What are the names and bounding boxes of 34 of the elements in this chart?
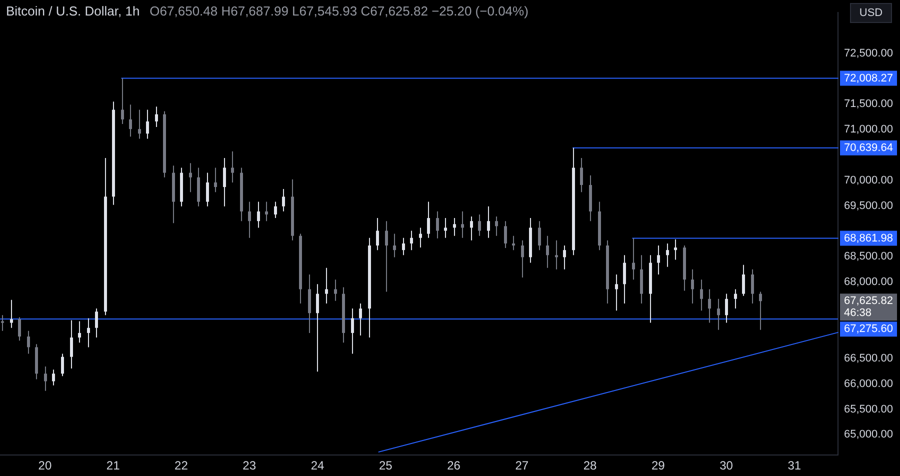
data-label: 68,861.98 (844, 232, 893, 244)
chart-title: Bitcoin / U.S. Dollar, 1h (6, 4, 140, 19)
y-tick-label: 72,500.00 (844, 47, 893, 60)
y-tick-label: 65,000.00 (844, 428, 893, 441)
y-tick-label: 69,500.00 (844, 200, 893, 212)
x-tick-label: 30 (720, 458, 734, 473)
y-tick-label: 71,000.00 (844, 124, 893, 136)
candlestick (555, 240, 558, 270)
data-label: 70,639.64 (844, 142, 893, 154)
y-tick-label: 68,500.00 (844, 250, 893, 263)
x-tick-label: 24 (310, 458, 324, 473)
data-label: 72,008.27 (844, 72, 893, 84)
y-tick-label: 66,000.00 (844, 378, 893, 390)
y-tick-label: 65,500.00 (844, 403, 893, 416)
text: 67,625.82 (844, 295, 893, 308)
chart-subtitle: O67,650.48 H67,687.99 L67,545.93 C67,625.82 −25.20 (−0.04%) (150, 4, 528, 19)
y-tick-label: 66,500.00 (844, 352, 893, 364)
y-tick-label: 68,000.00 (844, 276, 893, 288)
y-tick-label: 71,500.00 (844, 98, 893, 110)
text: 46:38 (844, 307, 872, 320)
x-tick-label: 21 (106, 458, 120, 473)
ref-line-label: 67,275.60 (844, 323, 893, 336)
x-tick-label: 22 (174, 458, 188, 473)
x-tick-label: 26 (447, 458, 461, 473)
candlestick (1, 315, 4, 331)
x-tick-label: 20 (38, 458, 52, 473)
x-tick-label: 27 (515, 458, 529, 473)
x-tick-label: 31 (788, 458, 802, 473)
y-axis-title: USD (859, 7, 883, 20)
x-tick-label: 29 (651, 458, 666, 473)
x-tick-label: 28 (583, 458, 597, 473)
x-tick-label: 25 (378, 458, 393, 473)
y-tick-label: 70,000.00 (844, 174, 893, 186)
x-tick-label: 23 (242, 458, 256, 473)
